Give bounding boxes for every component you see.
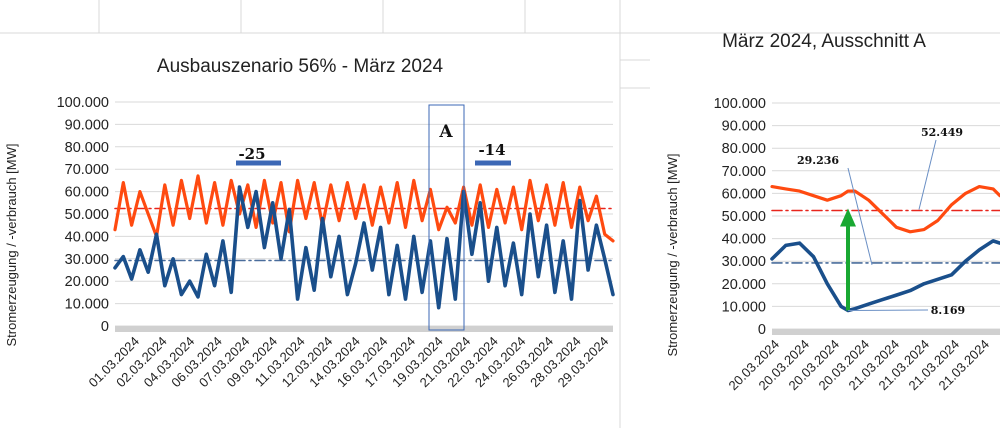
- gap-arrow-head: [840, 208, 856, 227]
- y-tick-label: 20.000: [65, 274, 109, 290]
- x-tick-labels: 01.03.202402.03.202404.03.202406.03.2024…: [85, 334, 611, 391]
- y-tick-labels: 0 10.000 20.000 30.000 40.000 50.000 60.000 70.…: [57, 95, 109, 335]
- y-tick-label: 100.000: [714, 96, 766, 112]
- detail-chart: März 2024, Ausschnitt A Stromerzeugung /…: [665, 31, 1000, 393]
- series-group: [113, 174, 615, 310]
- y-tick-label: 90.000: [65, 117, 109, 133]
- label-avg-consumption: 29.236: [797, 154, 839, 167]
- y-tick-label: 70.000: [722, 164, 766, 180]
- y-tick-label: 70.000: [65, 162, 109, 178]
- y-tick-label: 10.000: [65, 297, 109, 313]
- leader-line-52449: [918, 139, 937, 210]
- y-tick-label: 10.000: [722, 299, 766, 315]
- detail-y-axis-label: Stromerzeugung / -verbrauch [MW]: [665, 153, 680, 356]
- y-axis-label: Stromerzeugung / -verbrauch [MW]: [4, 143, 19, 346]
- y-tick-label: 40.000: [65, 229, 109, 245]
- detail-annotations: 29.236 52.449 8.169: [797, 126, 965, 317]
- label-avg-generation: 52.449: [921, 126, 963, 139]
- y-tick-label: 60.000: [722, 186, 766, 202]
- y-tick-label: 80.000: [65, 140, 109, 156]
- y-tick-label: 80.000: [722, 141, 766, 157]
- series-line-generation: [770, 185, 1000, 234]
- leader-line-8169: [847, 309, 929, 312]
- series-line-consumption: [113, 185, 615, 310]
- y-tick-label: 40.000: [722, 232, 766, 248]
- annotation-minus14: -14: [478, 141, 505, 159]
- series-line-generation: [113, 174, 615, 243]
- chart-title: Ausbauszenario 56% - März 2024: [157, 56, 444, 77]
- y-tick-label: 30.000: [722, 254, 766, 270]
- y-tick-label: 20.000: [722, 277, 766, 293]
- detail-gridlines: [772, 102, 1000, 335]
- y-tick-label: 90.000: [722, 119, 766, 135]
- x-axis-band: [772, 329, 1000, 335]
- highlight-box-a: [428, 104, 465, 331]
- main-chart: Ausbauszenario 56% - März 2024 Stromerze…: [4, 56, 615, 391]
- series-line-consumption: [770, 239, 1000, 313]
- y-tick-label: 30.000: [65, 252, 109, 268]
- detail-x-tick-labels: 20.03.202420.03.202420.03.202420.03.2024…: [725, 337, 992, 394]
- y-tick-label: 50.000: [722, 209, 766, 225]
- detail-y-tick-labels: 0 10.000 20.000 30.000 40.000 50.000 60.000 70.…: [714, 96, 766, 338]
- detail-series-group: [770, 185, 1000, 313]
- y-tick-label: 60.000: [65, 185, 109, 201]
- annotation-a: A: [438, 122, 453, 142]
- label-min-consumption: 8.169: [931, 304, 965, 317]
- detail-chart-title: März 2024, Ausschnitt A: [722, 31, 926, 52]
- y-tick-label: 0: [101, 319, 109, 335]
- y-tick-label: 100.000: [57, 95, 109, 111]
- y-tick-label: 0: [758, 322, 766, 338]
- y-tick-label: 50.000: [65, 207, 109, 223]
- x-axis-band: [115, 326, 613, 332]
- annotation-minus25: -25: [238, 145, 265, 163]
- leader-line-29236: [847, 167, 873, 266]
